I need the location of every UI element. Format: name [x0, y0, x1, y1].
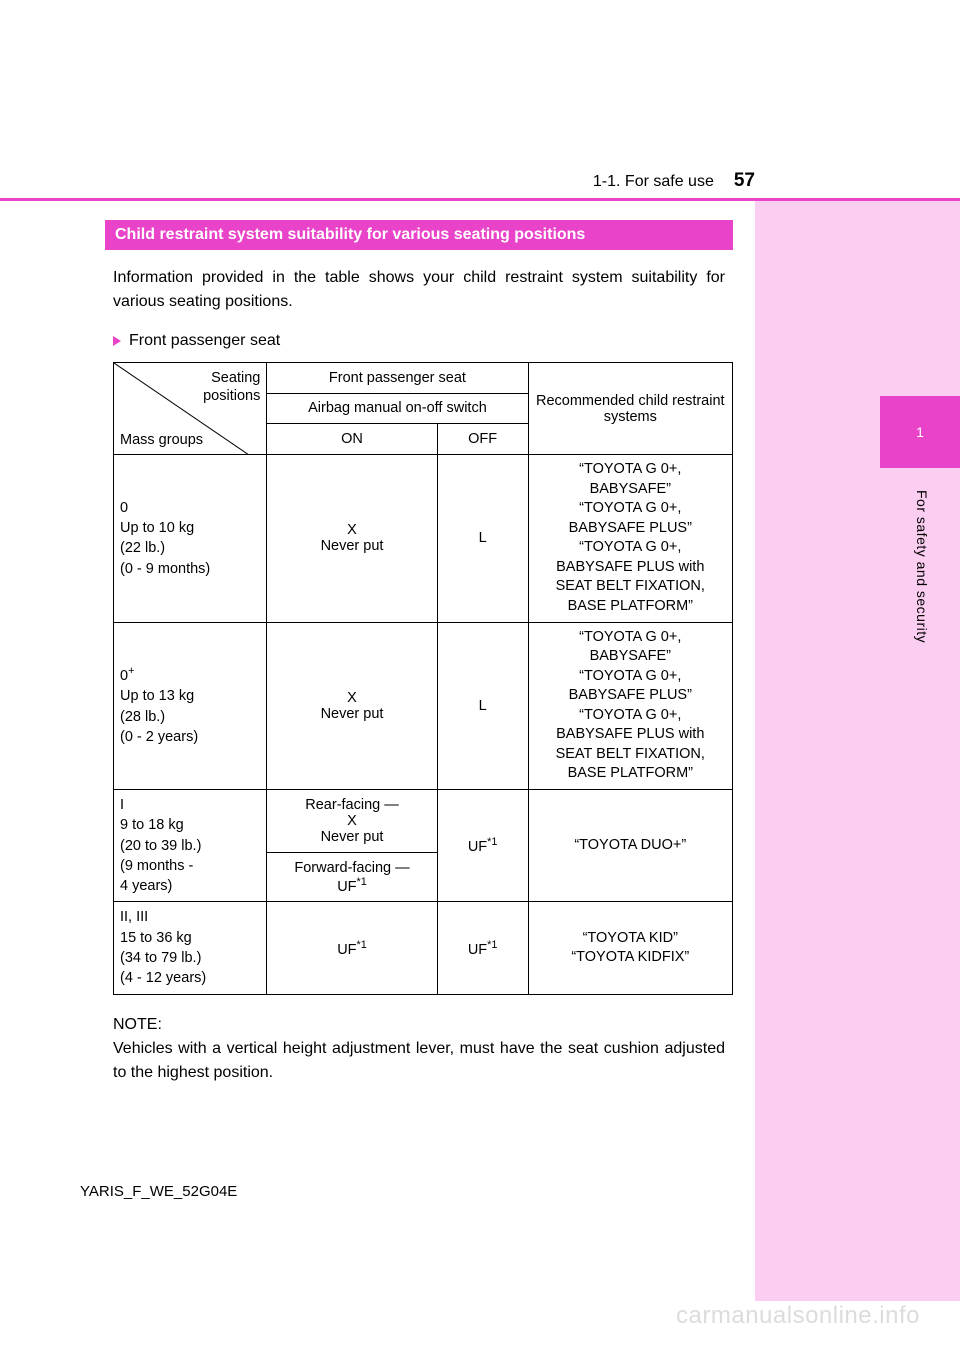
cell-group1-on-rear: Rear-facing —XNever put	[267, 790, 437, 853]
cell-group0-label: 0Up to 10 kg(22 lb.)(0 - 9 months)	[114, 455, 267, 623]
intro-paragraph: Information provided in the table shows …	[105, 266, 733, 314]
note-body: Vehicles with a vertical height adjustme…	[113, 1037, 725, 1085]
chapter-tab: 1	[880, 396, 960, 468]
group1-off-pre: UF	[468, 839, 487, 855]
header-front-seat: Front passenger seat	[267, 363, 528, 394]
header-line: 1-1. For safe use 57	[105, 170, 755, 198]
group1-fwd-pre: Forward-facing —UF	[294, 860, 409, 895]
cell-group23-label: II, III15 to 36 kg(34 to 79 lb.)(4 - 12 …	[114, 902, 267, 994]
cell-group0plus-off: L	[437, 622, 528, 790]
diag-top-label: Seatingpositions	[203, 369, 260, 405]
cell-group0plus-rec: “TOYOTA G 0+,BABYSAFE”“TOYOTA G 0+,BABYS…	[528, 622, 732, 790]
group23-off-pre: UF	[468, 941, 487, 957]
header-recommended: Recommended child restraint systems	[528, 363, 732, 455]
cell-group23-off: UF*1	[437, 902, 528, 994]
group23-off-sup: *1	[487, 939, 497, 951]
side-label: For safety and security	[914, 490, 930, 643]
underline-bar	[0, 198, 755, 201]
group0plus-line1: 0	[120, 668, 128, 684]
section-heading: Child restraint system suitability for v…	[105, 220, 733, 250]
subheading-text: Front passenger seat	[129, 332, 280, 350]
cell-group23-on: UF*1	[267, 902, 437, 994]
section-label: 1-1. For safe use	[593, 173, 714, 191]
table-row-group0plus: 0+ Up to 13 kg(28 lb.)(0 - 2 years) XNev…	[114, 622, 733, 790]
page: 1-1. For safe use 57 1 For safety and se…	[0, 0, 960, 1358]
header-off: OFF	[437, 424, 528, 455]
cell-group1-on-fwd: Forward-facing —UF*1	[267, 853, 437, 902]
cell-group0-off: L	[437, 455, 528, 623]
group0plus-rest: Up to 13 kg(28 lb.)(0 - 2 years)	[120, 688, 198, 745]
cell-group0plus-label: 0+ Up to 13 kg(28 lb.)(0 - 2 years)	[114, 622, 267, 790]
table-row-group23: II, III15 to 36 kg(34 to 79 lb.)(4 - 12 …	[114, 902, 733, 994]
cell-group0-on: XNever put	[267, 455, 437, 623]
arrow-icon	[113, 336, 121, 346]
diag-bottom-label: Mass groups	[120, 432, 203, 448]
cell-group23-rec: “TOYOTA KID”“TOYOTA KIDFIX”	[528, 902, 732, 994]
note-title: NOTE:	[113, 1013, 725, 1037]
content: Child restraint system suitability for v…	[105, 220, 733, 1085]
cell-group1-off: UF*1	[437, 790, 528, 902]
note-block: NOTE: Vehicles with a vertical height ad…	[105, 1013, 733, 1085]
cell-group0-rec: “TOYOTA G 0+,BABYSAFE”“TOYOTA G 0+,BABYS…	[528, 455, 732, 623]
group1-off-sup: *1	[487, 836, 497, 848]
chapter-number: 1	[916, 424, 924, 440]
cell-group1-label: I9 to 18 kg(20 to 39 lb.)(9 months -4 ye…	[114, 790, 267, 902]
group23-on-sup: *1	[357, 939, 367, 951]
header-airbag-switch: Airbag manual on-off switch	[267, 393, 528, 424]
table-header-row-1: Seatingpositions Mass groups Front passe…	[114, 363, 733, 394]
header-on: ON	[267, 424, 437, 455]
subheading: Front passenger seat	[105, 332, 733, 350]
diagonal-header-cell: Seatingpositions Mass groups	[114, 363, 267, 455]
watermark: carmanualsonline.info	[676, 1302, 920, 1330]
cell-group0plus-on: XNever put	[267, 622, 437, 790]
group23-on-pre: UF	[337, 941, 356, 957]
side-panel	[755, 201, 960, 1301]
cell-group1-rec: “TOYOTA DUO+”	[528, 790, 732, 902]
table-row-group1-a: I9 to 18 kg(20 to 39 lb.)(9 months -4 ye…	[114, 790, 733, 853]
header: 1-1. For safe use 57	[105, 170, 755, 198]
page-number: 57	[734, 170, 755, 192]
suitability-table: Seatingpositions Mass groups Front passe…	[113, 362, 733, 995]
group0plus-sup: +	[128, 665, 134, 677]
table-row-group0: 0Up to 10 kg(22 lb.)(0 - 9 months) XNeve…	[114, 455, 733, 623]
footer-code: YARIS_F_WE_52G04E	[80, 1183, 237, 1200]
group1-fwd-sup: *1	[357, 876, 367, 888]
